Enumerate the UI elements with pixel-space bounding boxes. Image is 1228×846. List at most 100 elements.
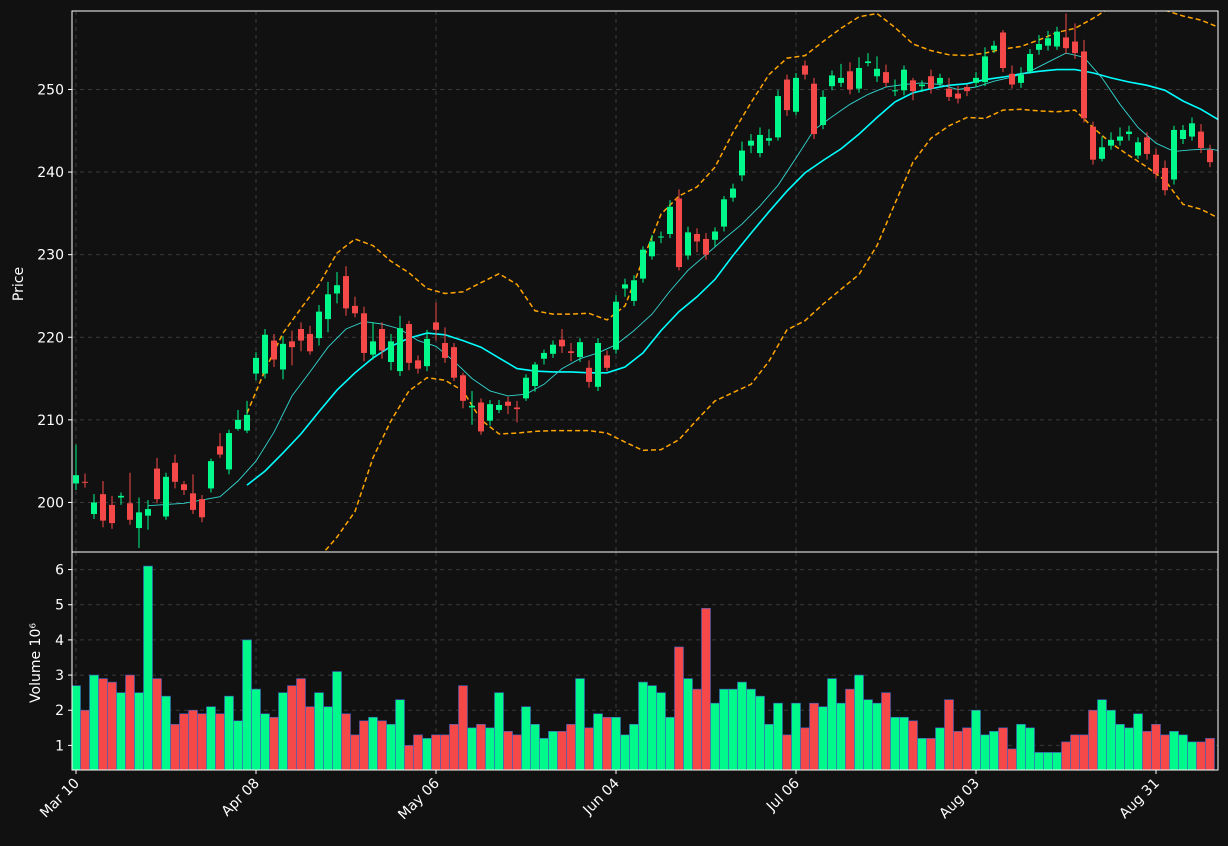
volume-bar: [701, 607, 711, 770]
candle-body: [892, 90, 898, 92]
candle: [262, 328, 268, 379]
volume-tick-label: 1: [55, 738, 64, 754]
candle: [541, 349, 547, 365]
volume-bar: [170, 723, 180, 770]
candle-body: [433, 322, 439, 330]
candle: [379, 322, 385, 359]
candle-body: [532, 364, 538, 386]
price-frame: [71, 10, 1219, 553]
candle: [397, 315, 403, 377]
y-tick-label: 200: [37, 495, 64, 511]
candle: [496, 400, 502, 414]
candle: [442, 327, 448, 363]
candle: [748, 134, 754, 154]
volume-bar: [836, 702, 846, 770]
candle-body: [802, 65, 808, 75]
volume-bar: [512, 734, 522, 770]
candle-body: [775, 96, 781, 138]
candle-body: [739, 150, 745, 176]
candle-body: [1081, 51, 1087, 119]
candle: [910, 77, 916, 101]
candle-body: [352, 305, 358, 314]
candle: [271, 333, 277, 367]
candle: [325, 281, 331, 333]
y-tick-label: 250: [37, 82, 64, 98]
candle-body: [1036, 44, 1042, 50]
volume-bar: [971, 709, 981, 770]
volume-bar: [629, 723, 639, 770]
candle-body: [946, 88, 952, 97]
candle: [1018, 67, 1024, 88]
volume-bar: [1016, 723, 1026, 770]
candle: [1108, 132, 1114, 150]
candle-body: [1099, 147, 1105, 159]
candle: [1153, 148, 1159, 179]
volume-bar: [224, 695, 234, 770]
volume-bar: [179, 713, 189, 770]
volume-bar: [782, 734, 792, 770]
candle-body: [478, 402, 484, 432]
candle: [505, 396, 511, 415]
candle-body: [685, 232, 691, 256]
candle: [1099, 136, 1105, 162]
volume-bar: [809, 702, 819, 770]
volume-bar: [530, 723, 540, 770]
candle: [451, 343, 457, 382]
candle: [658, 231, 664, 244]
candle-body: [496, 404, 502, 410]
volume-bar: [620, 734, 630, 770]
candle-body: [847, 71, 853, 90]
candle: [649, 234, 655, 260]
volume-bar: [908, 720, 918, 770]
volume-bar: [593, 713, 603, 770]
candle: [118, 492, 124, 505]
volume-bar: [260, 713, 270, 770]
candle-body: [1108, 139, 1114, 146]
x-tick-label: May 06: [395, 775, 443, 823]
candle-body: [271, 340, 277, 360]
volume-bar: [1151, 723, 1161, 770]
candle-body: [820, 96, 826, 125]
candle-body: [514, 407, 520, 410]
volume-bar: [674, 646, 684, 770]
candle-body: [550, 344, 556, 354]
volume-bar: [746, 688, 756, 770]
volume-bar: [872, 702, 882, 770]
candle: [694, 228, 700, 253]
volume-bar: [926, 738, 936, 770]
volume-bar: [1088, 709, 1098, 770]
candle-body: [1063, 37, 1069, 49]
candle-body: [82, 481, 88, 483]
candle-body: [397, 328, 403, 372]
candle: [604, 350, 610, 372]
volume-bar: [980, 734, 990, 770]
volume-bar: [818, 706, 828, 770]
candle: [1162, 160, 1168, 196]
candle-body: [145, 509, 151, 516]
candle: [676, 189, 682, 271]
volume-bar: [899, 716, 909, 770]
candle: [937, 73, 943, 88]
volume-bar: [755, 695, 765, 770]
candle-body: [874, 68, 880, 77]
candle: [514, 400, 520, 423]
volume-bar: [638, 681, 648, 770]
candle: [289, 330, 295, 366]
candle-body: [748, 140, 754, 146]
candle-body: [406, 324, 412, 363]
volume-bar: [161, 695, 171, 770]
candle-body: [325, 294, 331, 320]
candle-body: [721, 199, 727, 227]
candle: [127, 472, 133, 525]
volume-bar: [944, 699, 954, 770]
candle: [1027, 48, 1033, 74]
candle: [478, 398, 484, 435]
candle-body: [424, 338, 430, 367]
volume-bar: [440, 734, 450, 770]
candle-body: [559, 339, 565, 347]
volume-bar: [449, 723, 459, 770]
y-tick-label: 230: [37, 248, 64, 264]
candle-body: [388, 341, 394, 363]
volume-bar: [683, 678, 693, 770]
candle: [1009, 65, 1015, 89]
